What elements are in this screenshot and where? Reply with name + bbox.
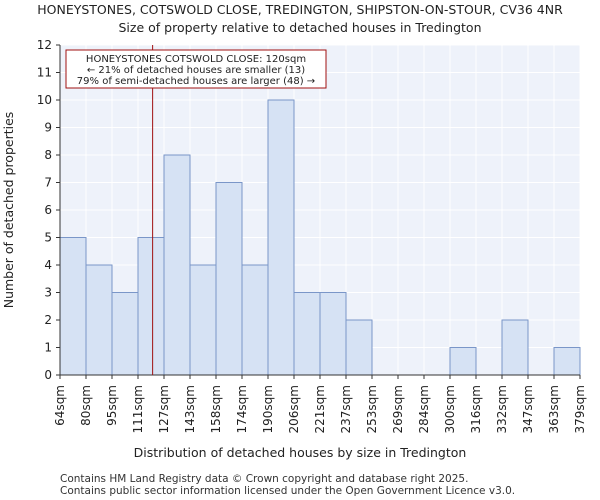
bar-95sqm (111, 292, 139, 376)
y-axis-label: Number of detached properties (1, 112, 16, 309)
bar-300sqm (449, 347, 477, 376)
footer-line1: Contains HM Land Registry data © Crown c… (60, 473, 468, 485)
y-tick-label: 0 (44, 368, 52, 382)
x-tick-label: 111sqm (131, 385, 145, 433)
chart-title-line2: Size of property relative to detached ho… (118, 20, 481, 35)
footer-line2: Contains public sector information licen… (60, 485, 515, 497)
y-tick-label: 10 (37, 93, 52, 107)
y-tick-label: 12 (37, 38, 52, 52)
x-tick-label: 332sqm (495, 385, 509, 433)
x-tick-label: 269sqm (391, 385, 405, 433)
bar-221sqm (319, 292, 347, 376)
bar-206sqm (293, 292, 321, 376)
x-tick-label: 363sqm (547, 385, 561, 433)
x-axis-label: Distribution of detached houses by size … (134, 445, 467, 460)
x-tick-label: 347sqm (521, 385, 535, 433)
x-tick-label: 300sqm (443, 385, 457, 433)
y-tick-label: 7 (44, 176, 52, 190)
y-tick-label: 1 (44, 341, 52, 355)
x-tick-label: 237sqm (339, 385, 353, 433)
annotation-box: HONEYSTONES COTSWOLD CLOSE: 120sqm ← 21%… (65, 49, 327, 89)
x-tick-label: 206sqm (287, 385, 301, 433)
y-tick-label: 5 (44, 231, 52, 245)
x-tick-label: 158sqm (209, 385, 223, 433)
bar-80sqm (85, 264, 113, 376)
x-tick-label: 95sqm (105, 385, 119, 426)
x-tick-label: 284sqm (417, 385, 431, 433)
y-tick-label: 9 (44, 121, 52, 135)
bar-332sqm (501, 319, 529, 376)
x-tick-label: 379sqm (573, 385, 587, 433)
annotation-line2: ← 21% of detached houses are smaller (13… (87, 65, 305, 76)
y-tick-label: 6 (44, 203, 52, 217)
x-tick-label: 190sqm (261, 385, 275, 433)
x-tick-label: 80sqm (79, 385, 93, 426)
y-tick-label: 4 (44, 258, 52, 272)
y-tick-label: 3 (44, 286, 52, 300)
y-tick-label: 2 (44, 313, 52, 327)
x-tick-label: 64sqm (53, 385, 67, 426)
bar-190sqm (267, 99, 295, 376)
x-tick-label: 127sqm (157, 385, 171, 433)
annotation-line3: 79% of semi-detached houses are larger (… (77, 76, 315, 87)
bars (59, 99, 581, 376)
annotation-line1: HONEYSTONES COTSWOLD CLOSE: 120sqm (86, 54, 306, 65)
y-tick-label: 11 (37, 66, 52, 80)
x-tick-label: 253sqm (365, 385, 379, 433)
bar-237sqm (345, 319, 373, 376)
x-tick-label: 221sqm (313, 385, 327, 433)
x-tick-label: 143sqm (183, 385, 197, 433)
bar-158sqm (215, 182, 243, 376)
bar-127sqm (163, 154, 191, 376)
bar-111sqm (137, 237, 165, 376)
x-axis-ticks: 64sqm 80sqm 95sqm 111sqm 127sqm 143sqm 158sqm 1… (53, 375, 587, 433)
chart-title-line1: HONEYSTONES, COTSWOLD CLOSE, TREDINGTON,… (37, 2, 563, 17)
bar-363sqm (553, 347, 581, 376)
bar-143sqm (189, 264, 217, 376)
y-tick-label: 8 (44, 148, 52, 162)
bar-64sqm (59, 237, 87, 376)
x-tick-label: 174sqm (235, 385, 249, 433)
x-tick-label: 316sqm (469, 385, 483, 433)
bar-174sqm (241, 264, 269, 376)
